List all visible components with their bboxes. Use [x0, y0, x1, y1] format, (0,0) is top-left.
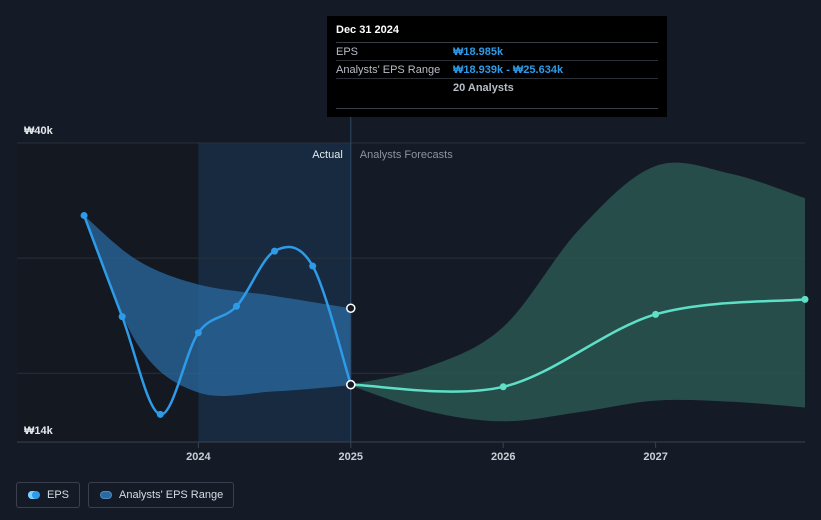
series-point	[118, 313, 126, 321]
forecast-label: Analysts Forecasts	[360, 149, 453, 161]
tooltip-date: Dec 31 2024	[336, 24, 399, 36]
range-band-1	[350, 162, 805, 422]
legend-swatch-eps-range	[100, 491, 113, 499]
hover-tooltip: Dec 31 2024 EPS ₩18.985k Analysts' EPS R…	[327, 16, 667, 117]
y-tick-label-min: ₩14k	[24, 425, 54, 437]
series-point	[499, 383, 507, 391]
chart-legend: EPS Analysts' EPS Range	[16, 482, 235, 508]
legend-item-eps-range[interactable]: Analysts' EPS Range	[88, 482, 235, 508]
legend-swatch-eps	[28, 491, 40, 499]
series-point	[801, 295, 809, 303]
legend-label-eps-range: Analysts' EPS Range	[119, 489, 224, 501]
x-tick-label: 2026	[491, 451, 515, 463]
tooltip-eps-value: ₩18.985k	[453, 45, 504, 58]
tooltip-eps-row: EPS ₩18.985k	[336, 42, 658, 60]
series-line-1	[349, 298, 807, 393]
tooltip-analysts-count: 20 Analysts	[453, 81, 514, 94]
legend-label-eps: EPS	[47, 489, 70, 501]
range-upper-marker	[346, 303, 356, 313]
range-band-0	[84, 215, 351, 397]
series-point	[652, 310, 660, 318]
series-point	[271, 247, 279, 255]
tooltip-range-value: ₩18.939k - ₩25.634k	[453, 63, 564, 76]
y-tick-label-max: ₩40k	[24, 125, 54, 137]
tooltip-divider	[336, 108, 658, 109]
actual-label: Actual	[312, 149, 343, 161]
series-point	[156, 410, 164, 418]
chart-svg: Actual Analysts Forecasts ₩40k ₩14k 2024 2025…	[17, 117, 809, 463]
x-tick-label: 2027	[643, 451, 667, 463]
series-point	[232, 302, 240, 310]
series-point	[80, 211, 88, 219]
series-point	[346, 379, 356, 390]
x-tick-label: 2024	[186, 451, 211, 463]
legend-item-eps[interactable]: EPS	[16, 482, 81, 508]
tooltip-analysts-row: 20 Analysts	[336, 78, 658, 96]
series-point	[194, 329, 202, 337]
series-point	[309, 262, 317, 270]
tooltip-range-row: Analysts' EPS Range ₩18.939k - ₩25.634k	[336, 60, 658, 78]
x-tick-label: 2025	[339, 451, 363, 463]
tooltip-range-label: Analysts' EPS Range	[336, 63, 441, 76]
tooltip-eps-label: EPS	[336, 45, 359, 58]
